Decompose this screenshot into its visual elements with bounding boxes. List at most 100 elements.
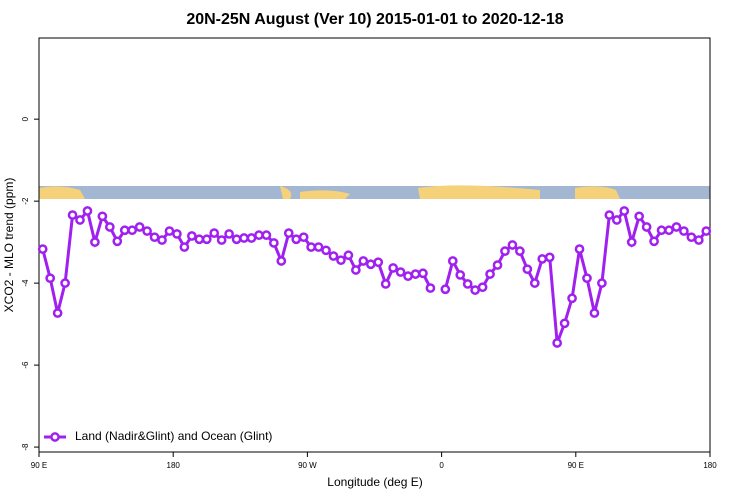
point bbox=[485, 269, 495, 279]
point bbox=[127, 225, 138, 236]
point bbox=[701, 226, 712, 236]
point bbox=[537, 254, 548, 264]
point bbox=[351, 265, 361, 275]
point bbox=[552, 338, 563, 348]
point bbox=[656, 225, 667, 236]
point bbox=[209, 228, 220, 238]
x-tick-label: 180 bbox=[167, 461, 181, 470]
point bbox=[626, 237, 637, 247]
point bbox=[134, 222, 145, 232]
point bbox=[611, 215, 622, 225]
point bbox=[403, 271, 413, 282]
x-tick-label: 90 W bbox=[298, 461, 317, 470]
y-tick-label: -2 bbox=[21, 197, 30, 205]
x-tick-label: 180 bbox=[703, 461, 717, 470]
point bbox=[291, 234, 302, 245]
point bbox=[358, 256, 369, 266]
point bbox=[104, 222, 115, 232]
point bbox=[60, 278, 70, 288]
point bbox=[283, 228, 294, 238]
point bbox=[462, 279, 473, 289]
point bbox=[679, 226, 689, 236]
point bbox=[455, 270, 466, 280]
point bbox=[276, 256, 287, 266]
point bbox=[641, 222, 652, 232]
point bbox=[544, 252, 555, 263]
legend-label: Land (Nadir&Glint) and Ocean (Glint) bbox=[75, 429, 272, 443]
point bbox=[582, 273, 592, 284]
point bbox=[589, 308, 600, 318]
point bbox=[440, 284, 451, 295]
point bbox=[634, 211, 645, 222]
point bbox=[470, 285, 480, 295]
point bbox=[559, 318, 570, 329]
point bbox=[500, 246, 510, 256]
point bbox=[686, 232, 697, 243]
point bbox=[45, 273, 56, 284]
y-tick-label: -4 bbox=[21, 279, 30, 287]
point bbox=[254, 230, 264, 241]
y-tick-label: -6 bbox=[21, 361, 30, 369]
point bbox=[373, 257, 384, 268]
point bbox=[567, 293, 577, 304]
legend-marker bbox=[50, 432, 60, 442]
point bbox=[246, 233, 257, 243]
point bbox=[179, 242, 190, 252]
point bbox=[261, 230, 272, 241]
point bbox=[194, 234, 205, 245]
point bbox=[597, 278, 607, 288]
point bbox=[90, 237, 100, 247]
y-tick-label: -8 bbox=[21, 443, 30, 451]
plot-frame bbox=[38, 37, 711, 453]
point bbox=[529, 278, 540, 288]
point bbox=[298, 232, 309, 243]
point bbox=[410, 269, 421, 279]
point bbox=[164, 226, 175, 236]
point bbox=[492, 260, 503, 270]
point bbox=[201, 234, 212, 245]
point bbox=[67, 210, 78, 220]
point bbox=[239, 233, 249, 243]
x-tick-label: 0 bbox=[439, 461, 444, 470]
point bbox=[336, 255, 346, 266]
point bbox=[619, 206, 630, 216]
point bbox=[418, 268, 428, 279]
point bbox=[604, 210, 615, 220]
x-tick-label: 90 E bbox=[31, 461, 47, 470]
point bbox=[97, 211, 108, 222]
point bbox=[306, 242, 316, 252]
point bbox=[515, 246, 525, 256]
point bbox=[157, 235, 167, 245]
point bbox=[149, 232, 160, 243]
point bbox=[52, 308, 63, 318]
point bbox=[321, 245, 331, 256]
point bbox=[664, 225, 674, 236]
point bbox=[649, 236, 659, 247]
point bbox=[269, 238, 279, 248]
y-axis-label: XCO2 - MLO trend (ppm) bbox=[2, 178, 16, 313]
point bbox=[388, 263, 398, 273]
point bbox=[395, 267, 406, 277]
chart-title: 20N-25N August (Ver 10) 2015-01-01 to 20… bbox=[186, 11, 563, 28]
map-strip bbox=[39, 185, 710, 199]
x-tick-label: 90 E bbox=[568, 461, 584, 470]
point bbox=[425, 283, 436, 293]
x-axis-label: Longitude (deg E) bbox=[327, 475, 422, 489]
point bbox=[75, 215, 85, 225]
point bbox=[447, 256, 458, 266]
point bbox=[507, 240, 518, 250]
point bbox=[82, 206, 93, 216]
point bbox=[172, 229, 182, 239]
point bbox=[522, 264, 533, 275]
point bbox=[119, 225, 130, 236]
y-tick-label: 0 bbox=[21, 116, 30, 121]
point bbox=[380, 279, 391, 289]
point bbox=[574, 244, 585, 254]
point bbox=[343, 250, 354, 261]
point bbox=[112, 236, 123, 247]
point bbox=[693, 235, 704, 245]
point bbox=[671, 222, 682, 232]
point bbox=[328, 251, 339, 261]
point bbox=[231, 234, 242, 245]
